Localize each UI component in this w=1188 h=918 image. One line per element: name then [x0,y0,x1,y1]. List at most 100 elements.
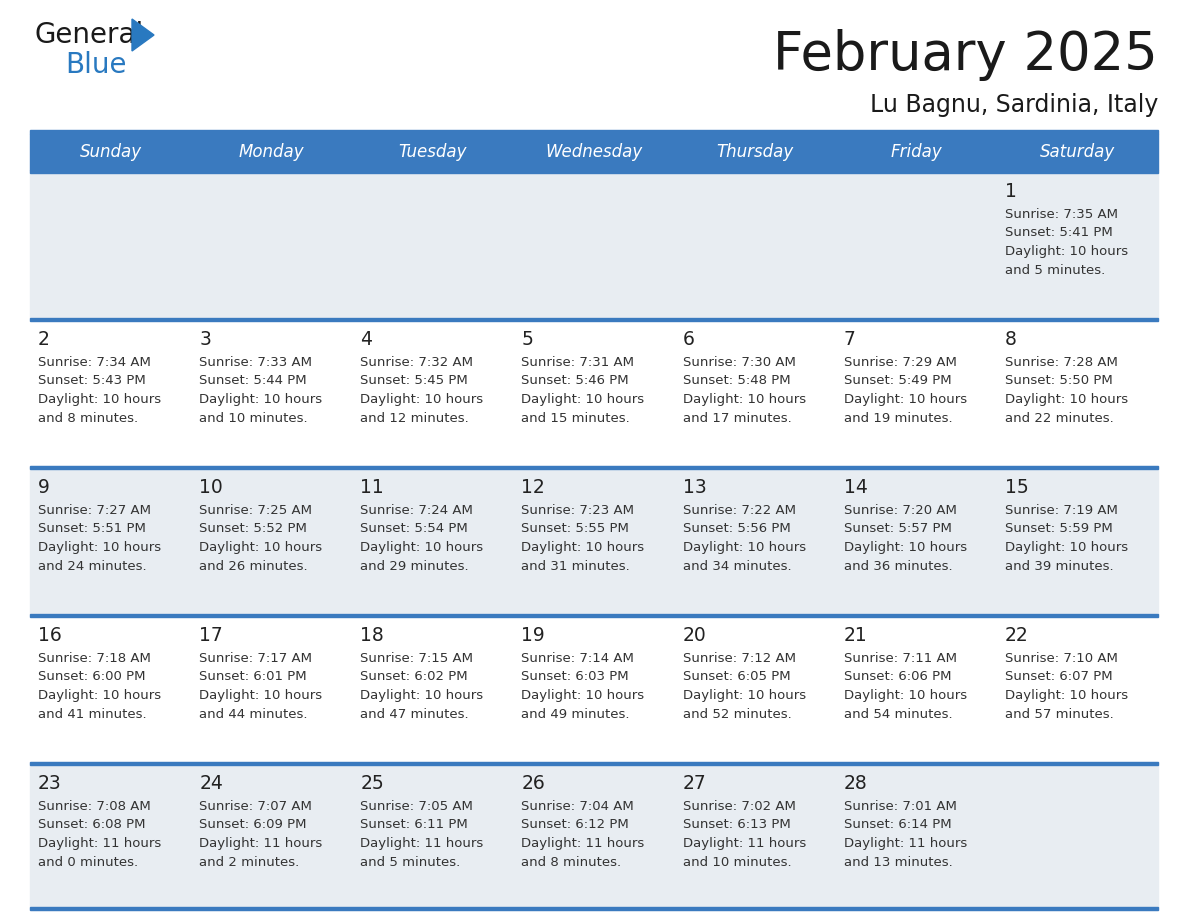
Text: and 52 minutes.: and 52 minutes. [683,708,791,721]
Text: Sunrise: 7:28 AM: Sunrise: 7:28 AM [1005,356,1118,369]
Text: 13: 13 [683,478,707,497]
Text: and 29 minutes.: and 29 minutes. [360,559,469,573]
Text: and 54 minutes.: and 54 minutes. [843,708,953,721]
Text: Sunset: 5:43 PM: Sunset: 5:43 PM [38,375,146,387]
Text: Sunrise: 7:32 AM: Sunrise: 7:32 AM [360,356,473,369]
Text: Monday: Monday [239,143,304,161]
Text: and 44 minutes.: and 44 minutes. [200,708,308,721]
Text: Sunrise: 7:14 AM: Sunrise: 7:14 AM [522,652,634,665]
Text: Daylight: 10 hours: Daylight: 10 hours [200,541,322,554]
Text: 16: 16 [38,626,62,645]
Text: 26: 26 [522,774,545,793]
Text: Daylight: 11 hours: Daylight: 11 hours [843,837,967,850]
Text: Sunrise: 7:18 AM: Sunrise: 7:18 AM [38,652,151,665]
Text: Sunset: 6:09 PM: Sunset: 6:09 PM [200,819,307,832]
Text: and 0 minutes.: and 0 minutes. [38,856,138,868]
Text: Tuesday: Tuesday [399,143,467,161]
Text: Daylight: 10 hours: Daylight: 10 hours [522,689,645,702]
Text: Sunset: 5:56 PM: Sunset: 5:56 PM [683,522,790,535]
Text: Daylight: 10 hours: Daylight: 10 hours [1005,393,1127,406]
Text: Sunrise: 7:24 AM: Sunrise: 7:24 AM [360,504,473,517]
Text: Sunrise: 7:08 AM: Sunrise: 7:08 AM [38,800,151,813]
Text: Daylight: 10 hours: Daylight: 10 hours [843,393,967,406]
Text: and 15 minutes.: and 15 minutes. [522,411,630,424]
Text: Sunday: Sunday [80,143,141,161]
Text: 15: 15 [1005,478,1029,497]
Text: Sunrise: 7:31 AM: Sunrise: 7:31 AM [522,356,634,369]
Text: 1: 1 [1005,182,1017,201]
Text: 9: 9 [38,478,50,497]
Text: Sunset: 6:01 PM: Sunset: 6:01 PM [200,670,307,684]
Text: Sunset: 5:46 PM: Sunset: 5:46 PM [522,375,630,387]
Bar [30,318,1158,466]
Text: Sunrise: 7:35 AM: Sunrise: 7:35 AM [1005,208,1118,221]
Text: Daylight: 10 hours: Daylight: 10 hours [38,689,162,702]
Text: and 17 minutes.: and 17 minutes. [683,411,791,424]
Text: Sunrise: 7:15 AM: Sunrise: 7:15 AM [360,652,473,665]
Text: Sunset: 5:49 PM: Sunset: 5:49 PM [843,375,952,387]
Text: 18: 18 [360,626,384,645]
Text: 21: 21 [843,626,867,645]
Text: 4: 4 [360,330,372,349]
Text: Sunset: 6:14 PM: Sunset: 6:14 PM [843,819,952,832]
Text: Sunrise: 7:34 AM: Sunrise: 7:34 AM [38,356,151,369]
Text: Daylight: 10 hours: Daylight: 10 hours [683,541,805,554]
Text: and 31 minutes.: and 31 minutes. [522,559,630,573]
Text: Sunrise: 7:11 AM: Sunrise: 7:11 AM [843,652,956,665]
Text: and 24 minutes.: and 24 minutes. [38,559,146,573]
Bar [30,318,1158,320]
Text: Sunrise: 7:10 AM: Sunrise: 7:10 AM [1005,652,1118,665]
Text: Thursday: Thursday [716,143,794,161]
Text: and 5 minutes.: and 5 minutes. [360,856,461,868]
Text: Daylight: 10 hours: Daylight: 10 hours [200,393,322,406]
Text: Daylight: 10 hours: Daylight: 10 hours [1005,541,1127,554]
Text: 11: 11 [360,478,384,497]
Text: Sunset: 6:07 PM: Sunset: 6:07 PM [1005,670,1112,684]
Text: Daylight: 10 hours: Daylight: 10 hours [38,393,162,406]
Text: Sunset: 5:45 PM: Sunset: 5:45 PM [360,375,468,387]
Text: 8: 8 [1005,330,1017,349]
Text: and 47 minutes.: and 47 minutes. [360,708,469,721]
Text: Sunset: 5:48 PM: Sunset: 5:48 PM [683,375,790,387]
Text: and 36 minutes.: and 36 minutes. [843,559,953,573]
Text: Sunrise: 7:02 AM: Sunrise: 7:02 AM [683,800,796,813]
Bar [30,762,1158,910]
Text: Sunset: 6:13 PM: Sunset: 6:13 PM [683,819,790,832]
Text: and 2 minutes.: and 2 minutes. [200,856,299,868]
Text: Sunrise: 7:07 AM: Sunrise: 7:07 AM [200,800,312,813]
Text: 3: 3 [200,330,211,349]
Text: Sunset: 6:11 PM: Sunset: 6:11 PM [360,819,468,832]
Text: and 5 minutes.: and 5 minutes. [1005,263,1105,276]
Text: Sunrise: 7:22 AM: Sunrise: 7:22 AM [683,504,796,517]
Text: and 49 minutes.: and 49 minutes. [522,708,630,721]
Bar [30,614,1158,762]
Text: and 10 minutes.: and 10 minutes. [683,856,791,868]
Text: Daylight: 10 hours: Daylight: 10 hours [522,541,645,554]
Bar [30,466,1158,614]
Text: 10: 10 [200,478,223,497]
Text: 22: 22 [1005,626,1029,645]
Text: Sunset: 5:41 PM: Sunset: 5:41 PM [1005,227,1113,240]
Text: Daylight: 11 hours: Daylight: 11 hours [683,837,805,850]
Text: 14: 14 [843,478,867,497]
Text: and 39 minutes.: and 39 minutes. [1005,559,1113,573]
Text: Sunrise: 7:19 AM: Sunrise: 7:19 AM [1005,504,1118,517]
Text: Friday: Friday [891,143,942,161]
Bar [30,466,1158,468]
Text: and 13 minutes.: and 13 minutes. [843,856,953,868]
Text: Sunset: 5:54 PM: Sunset: 5:54 PM [360,522,468,535]
Text: Sunrise: 7:25 AM: Sunrise: 7:25 AM [200,504,312,517]
Text: 17: 17 [200,626,223,645]
Text: Sunset: 5:55 PM: Sunset: 5:55 PM [522,522,630,535]
Text: Daylight: 10 hours: Daylight: 10 hours [843,541,967,554]
Text: Daylight: 10 hours: Daylight: 10 hours [683,393,805,406]
Text: 2: 2 [38,330,50,349]
Text: 20: 20 [683,626,707,645]
Text: Sunset: 6:05 PM: Sunset: 6:05 PM [683,670,790,684]
Text: Sunset: 6:08 PM: Sunset: 6:08 PM [38,819,145,832]
Text: Daylight: 10 hours: Daylight: 10 hours [360,689,484,702]
Text: Sunrise: 7:01 AM: Sunrise: 7:01 AM [843,800,956,813]
Text: Lu Bagnu, Sardinia, Italy: Lu Bagnu, Sardinia, Italy [870,93,1158,117]
Text: Daylight: 11 hours: Daylight: 11 hours [360,837,484,850]
Text: 28: 28 [843,774,867,793]
